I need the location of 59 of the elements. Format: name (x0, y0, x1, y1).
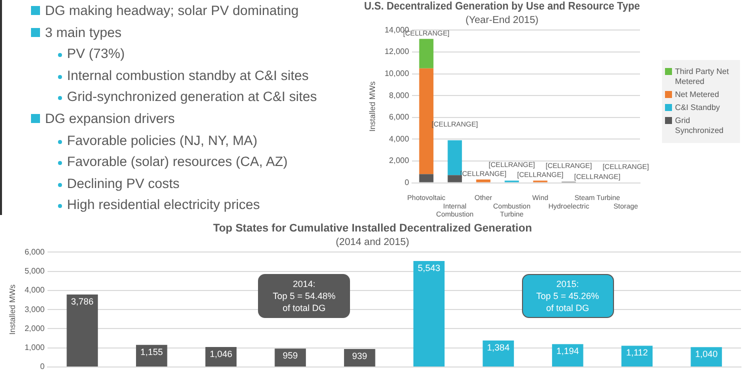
data-label: 1,194 (556, 346, 579, 356)
y-axis-title: Installed MWs (368, 81, 378, 132)
data-label: 1,040 (695, 349, 718, 360)
bar (448, 175, 462, 182)
bar (476, 180, 490, 182)
data-label: 959 (282, 350, 298, 361)
bar (66, 294, 98, 366)
callout-box: 2015: Top 5 = 45.26% of total DG (522, 274, 614, 318)
text: Declining PV costs (67, 176, 180, 192)
y-tick-label: 1,000 (24, 343, 46, 352)
legend-label: Net Metered (675, 90, 720, 100)
bar (419, 174, 434, 182)
bar (448, 140, 462, 176)
bar (274, 348, 306, 366)
y-tick-label: 0 (40, 362, 46, 372)
bar (482, 340, 514, 366)
bar (621, 346, 653, 366)
y-tick-label: 12,000 (384, 47, 410, 56)
y-tick-label: 6,000 (389, 112, 410, 122)
text: Grid-synchronized generation at C&I sites (67, 89, 317, 106)
callout-box: 2014: Top 5 = 54.48% of total DG (258, 274, 350, 318)
y-tick-label: 3,000 (24, 304, 46, 314)
data-label: 5,543 (418, 262, 440, 273)
chart-title: Top States for Cumulative Installed Decentralized Generation (213, 222, 532, 235)
legend-label: C&I Standby (675, 103, 720, 114)
text: Favorable policies (NJ, NY, MA) (67, 132, 258, 149)
text: PV (73%) (67, 46, 125, 62)
y-tick-label: 6,000 (24, 247, 46, 256)
y-tick-label: 0 (404, 178, 410, 188)
chart-subtitle: (2014 and 2015) (336, 236, 410, 248)
y-axis-title: Installed MWs (8, 284, 18, 335)
data-label: 1,384 (487, 342, 510, 353)
text: Internal combustion standby at C&I sites (67, 68, 309, 84)
data-label: 1,046 (210, 348, 232, 359)
legend-label: Grid Synchronized (675, 116, 724, 136)
bar (690, 347, 722, 366)
y-tick-label: 2,000 (24, 324, 46, 333)
bar (419, 38, 434, 68)
y-tick-label: 4,000 (24, 286, 46, 295)
text: High residential electricity prices (67, 197, 260, 214)
bar (413, 260, 445, 366)
data-label: 939 (352, 351, 368, 362)
y-tick-label: 2,000 (389, 156, 410, 166)
text: 3 main types (45, 24, 122, 41)
data-label: 1,155 (140, 346, 163, 357)
text: DG making headway; solar PV dominating (45, 3, 299, 19)
text: Favorable (solar) resources (CA, AZ) (67, 154, 288, 170)
y-tick-label: 5,000 (24, 266, 46, 276)
y-tick-label: 10,000 (384, 69, 410, 78)
bar (552, 344, 584, 366)
chart-subtitle: (Year-End 2015) (465, 14, 539, 26)
chart-title: U.S. Decentralized Generation by Use and Resource Type (364, 0, 640, 13)
data-label: 3,786 (71, 296, 94, 307)
bar (419, 68, 434, 174)
y-tick-label: 8,000 (389, 90, 410, 100)
y-tick-label: 4,000 (389, 134, 410, 144)
text: DG expansion drivers (45, 111, 175, 127)
legend-label: Third Party Net Metered (675, 67, 730, 88)
data-label: 1,112 (626, 348, 648, 358)
